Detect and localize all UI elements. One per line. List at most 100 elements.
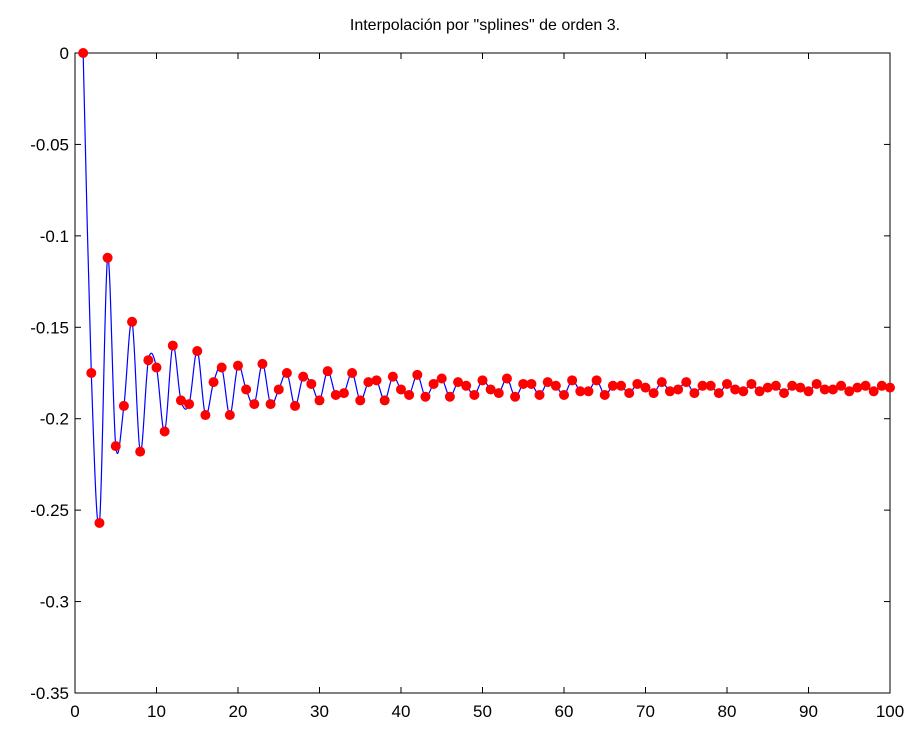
data-point bbox=[330, 389, 341, 400]
data-point bbox=[526, 378, 537, 389]
data-point bbox=[722, 378, 732, 389]
data-point bbox=[281, 368, 292, 378]
data-point bbox=[453, 377, 464, 388]
x-tick-label: 40 bbox=[392, 702, 411, 721]
data-point bbox=[233, 360, 243, 371]
y-tick-label: -0.15 bbox=[30, 318, 69, 337]
data-point bbox=[656, 377, 667, 388]
data-point bbox=[208, 377, 219, 388]
data-point bbox=[257, 358, 268, 369]
data-point bbox=[575, 386, 586, 397]
data-point bbox=[542, 377, 553, 388]
data-point bbox=[175, 395, 186, 406]
data-point bbox=[94, 517, 105, 528]
axes-box bbox=[74, 52, 891, 694]
data-point bbox=[632, 378, 643, 389]
data-point bbox=[876, 380, 887, 391]
x-tick-label: 10 bbox=[147, 702, 166, 721]
chart-title: Interpolación por "splines" de orden 3. bbox=[350, 17, 620, 34]
data-point bbox=[501, 373, 512, 384]
data-point bbox=[371, 375, 382, 386]
y-axis: 0 -0.05 -0.1 -0.15 -0.2 -0.25 -0.3 -0.35 bbox=[30, 44, 890, 703]
data-point bbox=[550, 380, 561, 391]
data-point bbox=[290, 400, 301, 411]
data-point bbox=[868, 386, 879, 397]
data-point bbox=[836, 380, 847, 391]
data-point bbox=[779, 388, 790, 399]
data-point bbox=[607, 380, 618, 391]
data-point bbox=[151, 362, 162, 373]
data-point bbox=[705, 380, 716, 391]
data-point bbox=[648, 388, 659, 399]
x-tick-label: 0 bbox=[70, 702, 79, 721]
data-point bbox=[681, 377, 692, 388]
data-point bbox=[770, 380, 781, 391]
data-point bbox=[396, 384, 406, 395]
data-point bbox=[265, 399, 276, 410]
data-point bbox=[338, 388, 349, 399]
data-point bbox=[591, 375, 602, 386]
data-point bbox=[314, 395, 325, 406]
data-point bbox=[469, 389, 480, 400]
data-point bbox=[167, 340, 178, 351]
data-point bbox=[885, 382, 895, 393]
data-point bbox=[534, 389, 545, 400]
data-point bbox=[159, 426, 170, 437]
data-point bbox=[738, 386, 749, 397]
data-point bbox=[811, 378, 822, 389]
data-point bbox=[518, 378, 529, 389]
data-point bbox=[224, 410, 235, 421]
data-point bbox=[200, 410, 211, 421]
data-point bbox=[78, 48, 89, 58]
data-point bbox=[787, 380, 798, 391]
x-tick-label: 30 bbox=[310, 702, 329, 721]
data-point bbox=[461, 380, 472, 391]
y-tick-label: 0 bbox=[60, 44, 69, 63]
data-point bbox=[420, 391, 431, 402]
data-point bbox=[135, 446, 146, 457]
data-point bbox=[298, 371, 309, 382]
data-point bbox=[616, 380, 627, 391]
data-point bbox=[673, 384, 684, 395]
data-point bbox=[444, 391, 455, 402]
data-point bbox=[118, 400, 129, 411]
data-point bbox=[404, 389, 415, 400]
data-point bbox=[510, 391, 521, 402]
data-point bbox=[746, 378, 757, 389]
data-point bbox=[412, 369, 423, 380]
data-point bbox=[567, 375, 578, 386]
data-point bbox=[754, 386, 765, 397]
x-tick-label: 100 bbox=[876, 702, 904, 721]
data-point bbox=[428, 378, 439, 389]
data-point bbox=[624, 388, 635, 399]
data-point bbox=[306, 378, 317, 389]
data-point bbox=[322, 366, 333, 377]
data-point bbox=[493, 388, 504, 399]
data-point bbox=[249, 399, 260, 410]
data-point bbox=[347, 368, 358, 378]
x-tick-label: 20 bbox=[229, 702, 248, 721]
data-point bbox=[86, 368, 97, 378]
y-tick-label: -0.2 bbox=[40, 410, 69, 429]
data-point bbox=[485, 384, 496, 395]
y-tick-label: -0.1 bbox=[40, 227, 69, 246]
data-point bbox=[583, 386, 594, 397]
y-tick-label: -0.3 bbox=[40, 593, 69, 612]
data-point bbox=[795, 382, 806, 393]
data-point bbox=[852, 382, 863, 393]
data-point bbox=[762, 382, 773, 393]
x-tick-label: 60 bbox=[555, 702, 574, 721]
data-point bbox=[713, 388, 724, 399]
data-point bbox=[363, 377, 374, 388]
x-tick-label: 90 bbox=[799, 702, 818, 721]
data-point bbox=[827, 384, 838, 395]
data-point bbox=[355, 395, 366, 406]
data-point bbox=[860, 380, 871, 391]
data-point bbox=[803, 386, 814, 397]
data-point bbox=[184, 399, 195, 410]
x-tick-label: 80 bbox=[718, 702, 737, 721]
y-tick-label: -0.25 bbox=[30, 501, 69, 520]
data-point bbox=[664, 386, 675, 397]
data-point bbox=[241, 384, 252, 395]
